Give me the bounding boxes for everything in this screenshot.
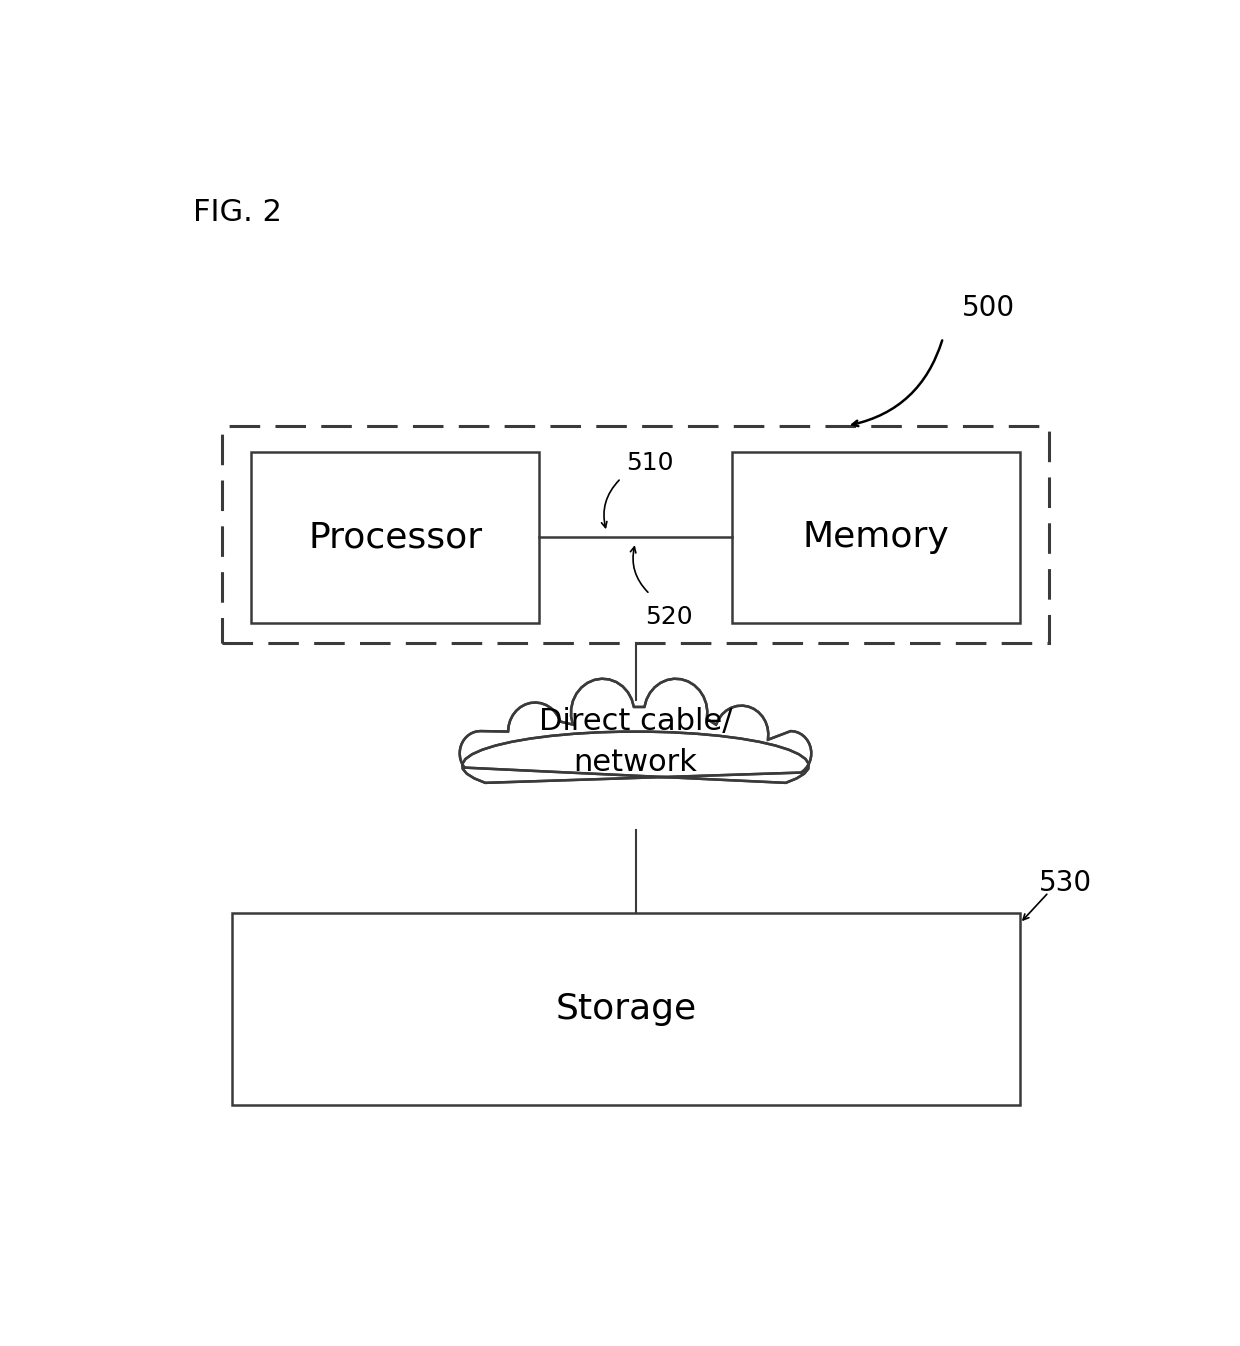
Text: Storage: Storage bbox=[556, 992, 697, 1026]
FancyBboxPatch shape bbox=[250, 452, 539, 623]
Text: FIG. 2: FIG. 2 bbox=[193, 198, 283, 226]
Polygon shape bbox=[460, 678, 811, 783]
Text: Direct cable/
network: Direct cable/ network bbox=[538, 707, 733, 777]
Text: Memory: Memory bbox=[802, 520, 949, 555]
Text: 510: 510 bbox=[626, 451, 673, 475]
Text: Processor: Processor bbox=[309, 520, 482, 555]
Text: 530: 530 bbox=[1039, 870, 1092, 898]
FancyBboxPatch shape bbox=[732, 452, 1019, 623]
FancyBboxPatch shape bbox=[232, 913, 1019, 1105]
Text: 500: 500 bbox=[962, 295, 1016, 322]
Text: 520: 520 bbox=[645, 604, 693, 629]
